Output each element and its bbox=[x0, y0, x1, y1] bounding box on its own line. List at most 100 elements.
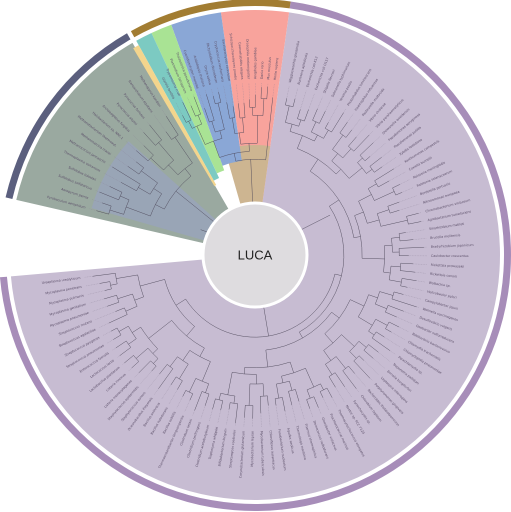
leaf-guide bbox=[413, 238, 427, 240]
leaf-guide bbox=[211, 88, 214, 97]
root-branch bbox=[263, 306, 269, 337]
leaf-guide bbox=[322, 397, 330, 411]
branch-segment bbox=[332, 135, 344, 150]
branch-segment bbox=[299, 331, 303, 339]
branch-segment bbox=[218, 393, 221, 400]
branch-arc bbox=[312, 120, 320, 124]
leaf-guide bbox=[125, 141, 137, 151]
leaf-guide bbox=[204, 90, 207, 95]
branch-segment bbox=[380, 219, 408, 227]
branch-segment bbox=[134, 296, 144, 301]
leaf-guide bbox=[396, 316, 413, 325]
leaf-label: Rickettsia conorii bbox=[430, 272, 458, 279]
branch-segment bbox=[323, 130, 329, 139]
branch-arc bbox=[176, 376, 183, 381]
branch-segment bbox=[369, 157, 382, 167]
branch-segment bbox=[331, 312, 340, 319]
branch-segment bbox=[274, 398, 277, 406]
branch-segment bbox=[159, 364, 168, 375]
branch-segment bbox=[379, 291, 394, 296]
branch-segment bbox=[175, 298, 186, 306]
leaf-label: Cryptococcus neoformans bbox=[213, 41, 225, 83]
leaf-guide bbox=[161, 384, 172, 400]
branch-segment bbox=[119, 347, 131, 356]
leaf-guide bbox=[107, 339, 114, 344]
branch-segment bbox=[149, 124, 162, 141]
leaf-guide bbox=[132, 134, 144, 146]
branch-segment bbox=[368, 331, 375, 336]
branch-arc bbox=[230, 402, 238, 404]
branch-segment bbox=[400, 270, 416, 273]
leaf-label: Fusobacterium nucleatum bbox=[277, 429, 287, 471]
leaf-label: Bradyrhizobium japonicum bbox=[431, 243, 474, 249]
branch-segment bbox=[292, 98, 296, 107]
branch-segment bbox=[265, 350, 268, 368]
branch-segment bbox=[143, 132, 156, 146]
branch-arc bbox=[136, 184, 141, 191]
branch-segment bbox=[257, 115, 259, 144]
branch-arc bbox=[186, 119, 192, 123]
branch-segment bbox=[151, 365, 157, 372]
leaf-label: Ureaplasma urealyticum bbox=[42, 276, 81, 285]
branch-arc bbox=[342, 365, 349, 371]
leaf-guide bbox=[113, 156, 128, 167]
bacteria-wedge bbox=[10, 12, 500, 500]
leaf-guide bbox=[356, 388, 360, 393]
branch-segment bbox=[150, 157, 164, 171]
branch-arc bbox=[195, 378, 209, 384]
branch-segment bbox=[276, 383, 279, 399]
eukaryote-teal-wedge bbox=[136, 32, 220, 181]
branch-arc bbox=[164, 279, 195, 327]
branch-segment bbox=[374, 166, 383, 173]
branch-segment bbox=[281, 376, 284, 383]
branch-arc bbox=[234, 132, 244, 134]
branch-segment bbox=[357, 157, 363, 163]
leaf-guide bbox=[223, 85, 227, 103]
branch-segment bbox=[233, 153, 237, 162]
branch-arc bbox=[109, 281, 112, 289]
branch-segment bbox=[219, 130, 223, 139]
branch-arc bbox=[391, 291, 395, 300]
branch-segment bbox=[374, 168, 394, 181]
branch-segment bbox=[385, 311, 397, 318]
leaf-label: Wolbachia sp. bbox=[428, 281, 450, 288]
leaf-label: Mycobacterium tuberculosis bbox=[260, 431, 266, 476]
leaf-guide bbox=[229, 84, 234, 107]
branch-arc bbox=[354, 215, 363, 259]
leaf-guide bbox=[272, 84, 275, 98]
branch-segment bbox=[227, 372, 233, 395]
leaf-guide bbox=[393, 164, 402, 169]
branch-segment bbox=[242, 117, 245, 133]
branch-segment bbox=[179, 363, 189, 379]
branch-segment bbox=[335, 356, 346, 369]
branch-segment bbox=[297, 109, 301, 119]
branch-segment bbox=[368, 183, 377, 189]
branch-arc bbox=[328, 372, 336, 377]
root-branch bbox=[175, 190, 215, 223]
branch-segment bbox=[226, 102, 230, 119]
branch-segment bbox=[331, 153, 338, 162]
branch-segment bbox=[262, 383, 265, 397]
leaf-guide bbox=[328, 104, 339, 123]
branch-segment bbox=[218, 92, 222, 103]
branch-segment bbox=[390, 210, 400, 214]
branch-segment bbox=[342, 370, 357, 389]
leaf-guide bbox=[92, 199, 103, 204]
branch-segment bbox=[158, 142, 174, 161]
branch-segment bbox=[110, 283, 118, 286]
leaf-guide bbox=[391, 331, 405, 340]
branch-segment bbox=[353, 360, 371, 379]
branch-segment bbox=[243, 102, 246, 118]
leaf-guide bbox=[413, 263, 427, 265]
branch-arc bbox=[137, 274, 144, 297]
branch-arc bbox=[325, 128, 332, 133]
branch-segment bbox=[334, 273, 342, 276]
branch-segment bbox=[374, 191, 395, 201]
branch-segment bbox=[328, 376, 336, 388]
branch-segment bbox=[319, 391, 324, 398]
branch-arc bbox=[276, 380, 290, 385]
leaf-guide bbox=[294, 88, 298, 99]
branch-segment bbox=[297, 135, 303, 149]
branch-segment bbox=[366, 169, 373, 174]
